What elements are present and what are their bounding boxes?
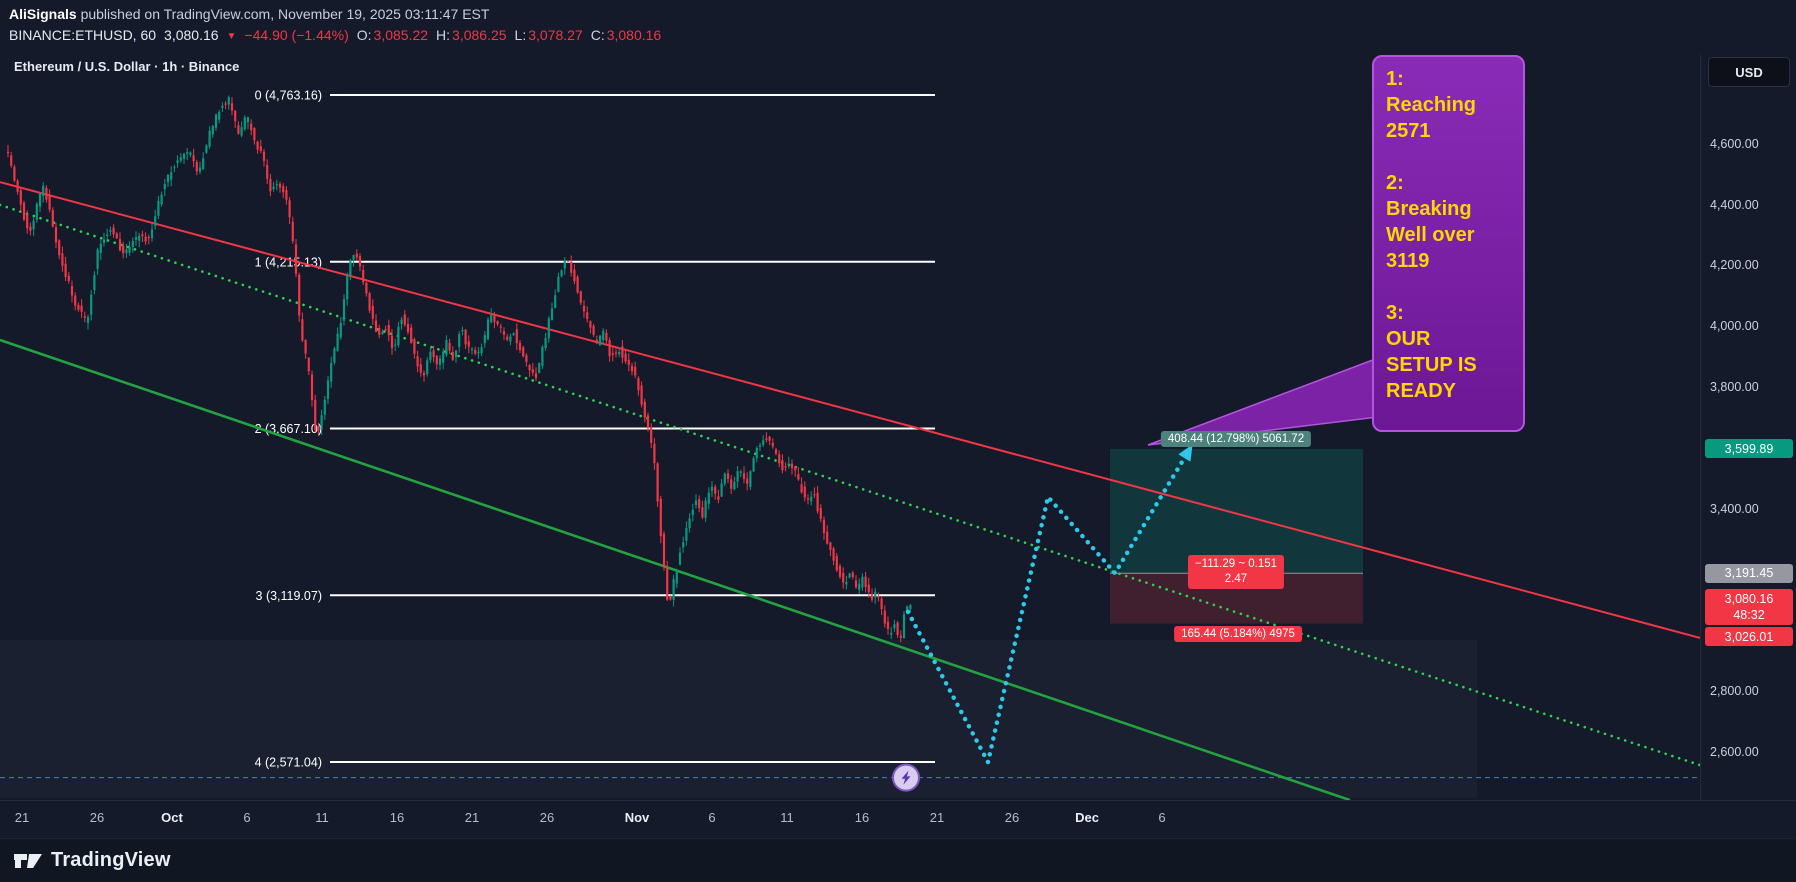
trendline-descending-resistance bbox=[0, 181, 1700, 639]
publish-line: AliSignals published on TradingView.com,… bbox=[9, 6, 1796, 22]
time-label-day: 21 bbox=[464, 810, 480, 825]
lightning-bolt-icon bbox=[901, 770, 911, 785]
candle-wicks-down bbox=[7, 97, 902, 643]
alert-lightning-icon bbox=[892, 763, 920, 792]
projection-path bbox=[905, 449, 1191, 769]
time-label-day: 21 bbox=[14, 810, 30, 825]
last-price-value: 3,080.16 bbox=[164, 27, 219, 43]
candle-wicks-up bbox=[33, 95, 911, 639]
position-stop-label: 165.44 (5.184%) 4975 bbox=[1174, 626, 1302, 642]
chart-watermark: Ethereum / U.S. Dollar · 1h · Binance bbox=[14, 59, 240, 74]
time-axis[interactable]: 21 26 Oct 6 11 16 21 26 Nov 6 11 16 21 26 Dec 6 bbox=[0, 800, 1796, 838]
time-label-day: 26 bbox=[539, 810, 555, 825]
close-value: C: 3,080.16 bbox=[590, 27, 662, 43]
fib-level-label: 1 (4,215.13) bbox=[255, 255, 322, 269]
symbol-title[interactable]: BINANCE:ETHUSD, 60 bbox=[9, 27, 157, 43]
time-label-day: 21 bbox=[929, 810, 945, 825]
price-tick: 3,400.00 bbox=[1710, 501, 1759, 516]
time-label-day: 11 bbox=[315, 810, 329, 825]
publish-info: published on TradingView.com, November 1… bbox=[76, 6, 490, 22]
target-price-badge: 3,599.89 bbox=[1705, 439, 1793, 459]
position-pl-line1: −111.29 ~ 0.151 bbox=[1194, 558, 1278, 570]
low-value: L: 3,078.27 bbox=[514, 27, 583, 43]
time-label-day: 6 bbox=[708, 810, 716, 825]
author-name[interactable]: AliSignals bbox=[9, 6, 77, 22]
position-pl-line2: 2.47 bbox=[1224, 573, 1248, 585]
badge-price: 3,026.01 bbox=[1724, 629, 1774, 644]
footer-bar: TradingView bbox=[0, 838, 1796, 882]
badge-price: 3,191.45 bbox=[1724, 566, 1774, 581]
time-label-day: 6 bbox=[1158, 810, 1166, 825]
entry-price-badge: 3,191.45 bbox=[1705, 563, 1793, 583]
last-price-badge: 3,080.16 48:32 bbox=[1705, 589, 1793, 626]
time-label-day: 26 bbox=[1004, 810, 1020, 825]
down-arrow-icon: ▼ bbox=[226, 31, 237, 42]
tradingview-logo[interactable]: TradingView bbox=[13, 847, 171, 875]
trendline-mid-channel-dotted bbox=[0, 203, 1700, 767]
time-label-day: 11 bbox=[780, 810, 794, 825]
time-label-day: 26 bbox=[89, 810, 105, 825]
symbol-status-line: BINANCE:ETHUSD, 60 3,080.16 ▼ −44.90 (−1… bbox=[9, 27, 1796, 43]
time-label-day: 6 bbox=[243, 810, 251, 825]
position-pl-label: −111.29 ~ 0.151 2.47 bbox=[1187, 555, 1285, 589]
time-label-month: Nov bbox=[624, 810, 650, 825]
pane-highlight bbox=[0, 640, 1477, 798]
time-label-day: 16 bbox=[854, 810, 870, 825]
bar-countdown: 48:32 bbox=[1733, 608, 1765, 623]
currency-usd-button[interactable]: USD bbox=[1708, 57, 1790, 87]
tradingview-mark-icon bbox=[14, 853, 42, 868]
price-tick: 4,200.00 bbox=[1710, 258, 1759, 273]
fib-level-label: 3 (3,119.07) bbox=[256, 589, 322, 603]
position-target-label: 408.44 (12.798%) 5061.72 bbox=[1160, 431, 1312, 447]
chart-pane[interactable]: 0 (4,763.16) 1 (4,215.13) 2 (3,667.10) 3 (3… bbox=[0, 55, 1700, 800]
candle-bodies-down bbox=[6, 103, 902, 638]
price-tick: 4,600.00 bbox=[1710, 136, 1759, 151]
price-tick: 4,000.00 bbox=[1710, 319, 1759, 334]
price-tick: 2,800.00 bbox=[1710, 684, 1759, 699]
candle-bodies-up bbox=[32, 97, 912, 639]
time-label-month: Oct bbox=[161, 810, 183, 825]
stop-price-badge: 3,026.01 bbox=[1705, 627, 1793, 647]
trendline-descending-support bbox=[0, 338, 1351, 800]
price-tick: 4,400.00 bbox=[1710, 197, 1759, 212]
brand-name: TradingView bbox=[51, 849, 171, 871]
badge-price: 3,080.16 bbox=[1724, 592, 1774, 607]
fib-level-label: 0 (4,763.16) bbox=[255, 89, 322, 103]
open-value: O: 3,085.22 bbox=[356, 27, 429, 43]
fib-level-label: 4 (2,571.04) bbox=[255, 756, 322, 770]
price-change: −44.90 (−1.44%) bbox=[244, 27, 349, 43]
annotation-callout[interactable]: 1: Reaching 2571 2: Breaking Well over 3… bbox=[1372, 55, 1525, 432]
price-tick: 2,600.00 bbox=[1710, 745, 1759, 760]
price-tick: 3,800.00 bbox=[1710, 380, 1759, 395]
price-axis[interactable]: USD 4,600.00 4,400.00 4,200.00 4,000.00 3,80… bbox=[1700, 55, 1796, 800]
publish-header: AliSignals published on TradingView.com,… bbox=[0, 0, 1796, 55]
annotation-text: 1: Reaching 2571 2: Breaking Well over 3… bbox=[1386, 68, 1477, 402]
time-label-day: 16 bbox=[389, 810, 405, 825]
projection-arrowhead-icon bbox=[1178, 444, 1193, 462]
high-value: H: 3,086.25 bbox=[436, 27, 507, 43]
time-label-month: Dec bbox=[1075, 810, 1099, 825]
badge-price: 3,599.89 bbox=[1724, 441, 1774, 456]
